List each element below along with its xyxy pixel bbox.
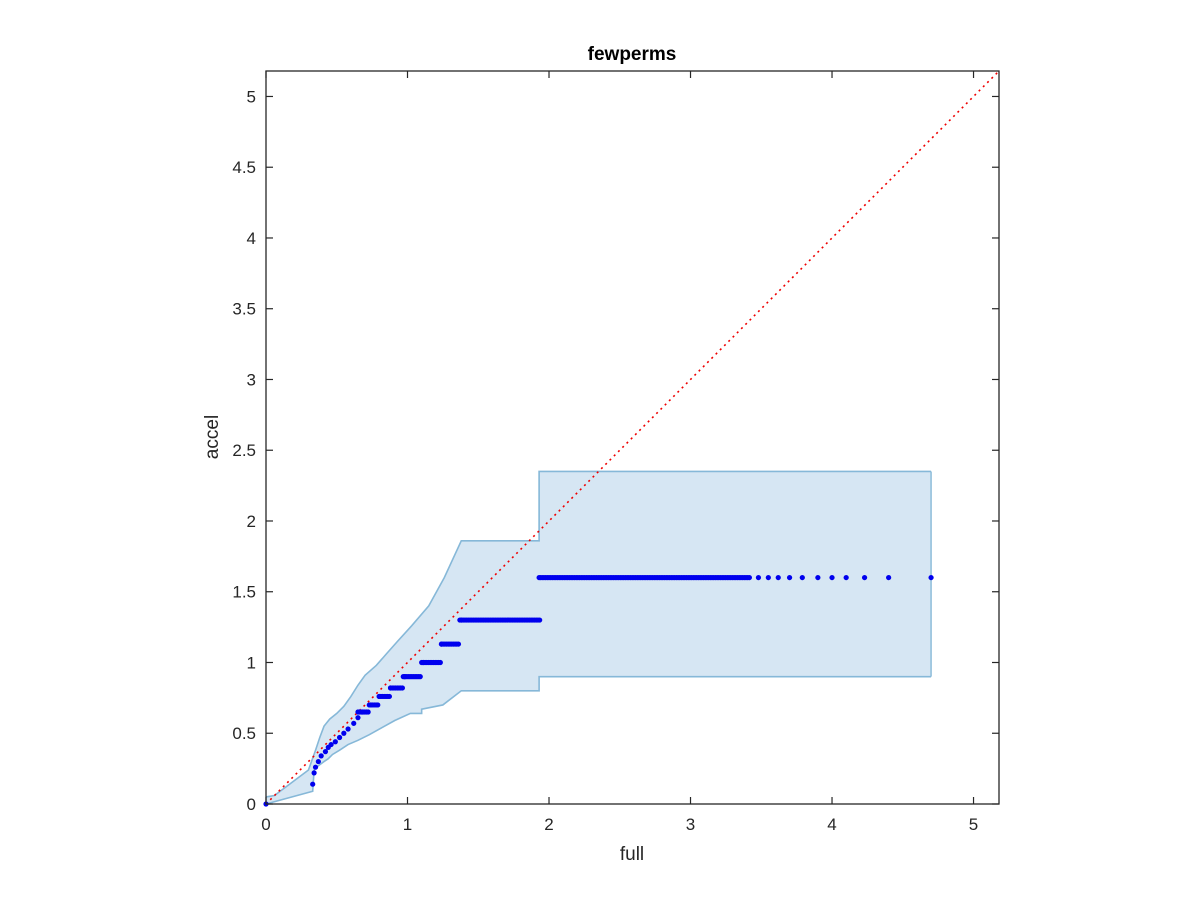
chart-title: fewperms — [588, 44, 677, 65]
data-point — [455, 641, 462, 647]
data-point — [765, 574, 771, 581]
y-tick-label: 0 — [247, 795, 256, 814]
data-point — [375, 702, 381, 708]
y-tick-label: 1 — [247, 653, 256, 672]
confidence-band-layer — [265, 470, 932, 805]
data-point — [312, 764, 319, 770]
data-point — [815, 574, 821, 581]
y-tick-label: 2 — [247, 512, 256, 531]
band-upper-edge — [265, 470, 932, 798]
y-axis-label: accel — [202, 415, 223, 459]
y-tick-label: 1.5 — [232, 583, 256, 602]
points-layer — [263, 574, 934, 807]
x-tick-label: 2 — [544, 815, 553, 834]
data-point — [399, 685, 406, 691]
data-point — [355, 715, 361, 721]
data-point — [365, 709, 371, 715]
data-point — [315, 758, 321, 765]
data-point — [829, 574, 835, 581]
data-point — [310, 781, 316, 787]
data-point — [786, 574, 793, 581]
data-point — [336, 734, 343, 741]
data-point — [843, 574, 849, 581]
y-tick-label: 0.5 — [232, 724, 256, 743]
x-tick-label: 0 — [261, 815, 270, 834]
data-point — [318, 753, 324, 759]
data-point — [928, 574, 934, 581]
data-point — [775, 574, 781, 581]
data-point — [311, 770, 317, 776]
data-point — [799, 574, 805, 581]
data-point — [746, 574, 752, 581]
y-tick-label: 3.5 — [232, 300, 256, 319]
x-tick-label: 3 — [686, 815, 695, 834]
y-tick-label: 2.5 — [232, 441, 256, 460]
data-point — [386, 693, 392, 700]
data-point — [417, 674, 423, 680]
x-axis-label: full — [620, 844, 644, 865]
x-tick-label: 4 — [827, 815, 836, 834]
band-lower-edge — [265, 675, 932, 805]
data-point — [322, 749, 329, 755]
y-tick-label: 3 — [247, 370, 256, 389]
data-point — [332, 739, 338, 745]
plot-frame — [265, 70, 1000, 805]
data-point — [886, 574, 892, 581]
data-point — [861, 574, 868, 581]
x-tick-label: 5 — [969, 815, 978, 834]
data-point — [351, 720, 357, 726]
x-tick-label: 1 — [403, 815, 412, 834]
data-point — [437, 659, 443, 666]
y-tick-label: 4 — [247, 229, 256, 248]
data-point — [328, 741, 334, 748]
data-point — [755, 574, 762, 581]
y-tick-label: 5 — [247, 87, 256, 106]
band-fill — [266, 471, 932, 804]
y-tick-label: 4.5 — [232, 158, 256, 177]
data-point — [345, 726, 351, 732]
axes-layer: 0 1 2 3 4 5 0 0.5 1 1.5 2 2.5 3 3.5 4 4.5 5 — [232, 70, 1000, 834]
data-point — [537, 617, 543, 623]
data-point — [341, 730, 347, 736]
